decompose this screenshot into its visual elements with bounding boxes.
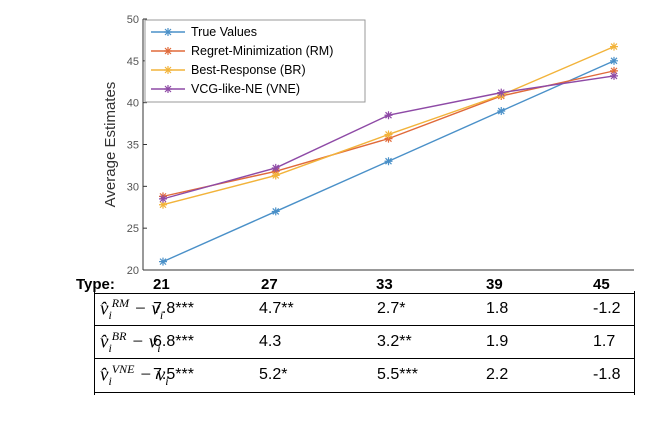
cell: 7.5***: [153, 366, 194, 383]
data-point: [610, 56, 618, 65]
cell: 5.2*: [259, 366, 288, 383]
type-value: 27: [261, 276, 278, 293]
legend-label: Regret-Minimization (RM): [191, 44, 333, 58]
cell: 5.5***: [377, 366, 418, 383]
type-value: 45: [593, 276, 610, 293]
data-point: [384, 111, 393, 120]
cell: 1.8: [486, 300, 509, 317]
y-tick-label: 50: [127, 14, 139, 26]
y-tick-label: 35: [127, 140, 139, 152]
legend-marker: [164, 47, 172, 55]
y-tick-label: 30: [127, 181, 139, 193]
line-chart: 20 25 30 35 40 45 50 Average Estimates True Val…: [102, 14, 634, 277]
data-point: [610, 71, 618, 80]
y-tick-label: 45: [127, 56, 139, 68]
type-value: 33: [376, 276, 393, 293]
row-label: v̂iBR − vi: [100, 329, 161, 356]
type-value: 39: [486, 276, 503, 293]
data-point: [159, 200, 167, 209]
data-point: [271, 163, 280, 172]
row-label: v̂iVNE − vi: [100, 362, 169, 389]
y-tick-label: 40: [127, 98, 139, 110]
table-divider: [94, 358, 634, 359]
legend-label: Best-Response (BR): [191, 63, 306, 77]
series-best-response-br-: [159, 42, 618, 209]
table-border-left: [94, 291, 95, 395]
type-value: 21: [153, 276, 170, 293]
data-point: [610, 42, 618, 51]
table-divider: [94, 325, 634, 326]
data-point: [271, 171, 280, 180]
table-row: v̂iRM − vi 7.8*** 4.7** 2.7* 1.8 -1.2: [0, 296, 661, 326]
data-point: [384, 134, 393, 143]
table-border-top: [94, 293, 634, 294]
series-vcg-like-ne-vne-: [159, 71, 618, 203]
cell: -1.2: [593, 300, 621, 317]
cell: 3.2**: [377, 333, 412, 350]
legend-label: VCG-like-NE (VNE): [191, 82, 300, 96]
data-point: [610, 66, 618, 75]
type-label: Type:: [76, 276, 115, 293]
data-point: [384, 130, 393, 139]
series-true-values: [159, 56, 618, 266]
table-border-right: [634, 291, 635, 395]
legend-marker: [164, 66, 172, 74]
cell: 2.7*: [377, 300, 406, 317]
cell: 6.8***: [153, 333, 194, 350]
y-tick-label: 25: [127, 223, 139, 235]
data-point: [159, 194, 167, 203]
cell: 1.9: [486, 333, 509, 350]
cell: 4.3: [259, 333, 282, 350]
type-row: Type: 21 27 33 39 45: [0, 276, 661, 298]
row-label: v̂iRM − vi: [100, 296, 164, 323]
table-row: v̂iVNE − vi 7.5*** 5.2* 5.5*** 2.2 -1.8: [0, 362, 661, 392]
cell: 1.7: [593, 333, 616, 350]
cell: -1.8: [593, 366, 621, 383]
chart-series: [159, 42, 618, 266]
data-point: [384, 157, 393, 166]
chart-axes: 20 25 30 35 40 45 50 Average Estimates: [102, 14, 634, 277]
legend-label: True Values: [191, 25, 257, 39]
cell: 2.2: [486, 366, 509, 383]
data-point: [497, 88, 506, 97]
table-border-bottom: [94, 392, 634, 393]
legend-marker: [164, 28, 172, 36]
legend-marker: [164, 85, 172, 93]
data-point: [271, 207, 280, 216]
chart-legend: True Values Regret-Minimization (RM) Best-…: [144, 19, 366, 103]
y-tick-label: 20: [127, 265, 139, 277]
data-point: [497, 107, 506, 116]
table-row: v̂iBR − vi 6.8*** 4.3 3.2** 1.9 1.7: [0, 329, 661, 359]
cell: 4.7**: [259, 300, 294, 317]
data-point: [159, 257, 167, 266]
cell: 7.8***: [153, 300, 194, 317]
y-axis-label: Average Estimates: [102, 82, 119, 208]
